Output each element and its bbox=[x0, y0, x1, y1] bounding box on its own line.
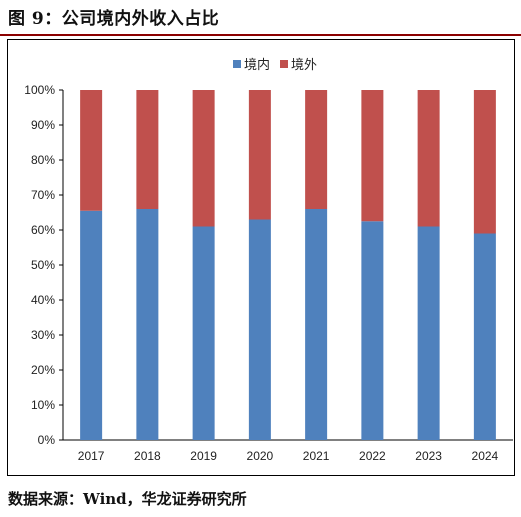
bar-domestic-2020 bbox=[248, 219, 271, 440]
figure-title: 图 9：公司境内外收入占比 bbox=[8, 9, 220, 29]
x-tick-label: 2020 bbox=[247, 449, 274, 463]
x-tick-label: 2022 bbox=[359, 449, 386, 463]
bar-domestic-2022 bbox=[361, 221, 384, 440]
bar-overseas-2017 bbox=[80, 90, 103, 211]
y-tick-label: 80% bbox=[31, 153, 55, 167]
bar-overseas-2023 bbox=[417, 90, 440, 227]
bar-domestic-2021 bbox=[305, 209, 328, 440]
chart-frame bbox=[7, 39, 515, 476]
bar-domestic-2024 bbox=[473, 233, 496, 440]
bar-overseas-2018 bbox=[136, 90, 159, 209]
bar-overseas-2021 bbox=[305, 90, 328, 209]
x-tick-label: 2018 bbox=[134, 449, 161, 463]
legend-label: 境外 bbox=[291, 58, 317, 73]
y-tick-label: 40% bbox=[31, 293, 55, 307]
y-tick-label: 0% bbox=[38, 433, 56, 447]
y-tick-label: 90% bbox=[31, 118, 55, 132]
y-tick-label: 30% bbox=[31, 328, 55, 342]
x-tick-label: 2024 bbox=[472, 449, 499, 463]
bar-overseas-2024 bbox=[473, 90, 496, 234]
bar-overseas-2020 bbox=[248, 90, 271, 220]
bar-domestic-2023 bbox=[417, 226, 440, 440]
bar-domestic-2017 bbox=[80, 210, 103, 440]
title-divider bbox=[0, 34, 521, 36]
x-tick-label: 2017 bbox=[78, 449, 105, 463]
legend-label: 境内 bbox=[244, 57, 270, 73]
y-tick-label: 50% bbox=[31, 258, 55, 272]
legend-swatch-境内 bbox=[233, 60, 241, 68]
bar-domestic-2019 bbox=[192, 226, 215, 440]
bar-overseas-2019 bbox=[192, 90, 215, 227]
y-tick-label: 100% bbox=[24, 83, 55, 97]
legend-swatch-境外 bbox=[280, 60, 288, 68]
bar-domestic-2018 bbox=[136, 209, 159, 440]
x-tick-label: 2021 bbox=[303, 449, 330, 463]
y-tick-label: 60% bbox=[31, 223, 55, 237]
x-tick-label: 2019 bbox=[190, 449, 217, 463]
bar-overseas-2022 bbox=[361, 90, 384, 222]
x-tick-label: 2023 bbox=[415, 449, 442, 463]
stacked-bar-chart: 0% 10% 20% 30% 40% 50% 60% 70% 80% 90% 100% 2017 201… bbox=[24, 57, 513, 463]
y-tick-label: 20% bbox=[31, 363, 55, 377]
figure-source: 数据来源：Wind，华龙证券研究所 bbox=[8, 490, 247, 508]
y-tick-label: 10% bbox=[31, 398, 55, 412]
y-tick-label: 70% bbox=[31, 188, 55, 202]
